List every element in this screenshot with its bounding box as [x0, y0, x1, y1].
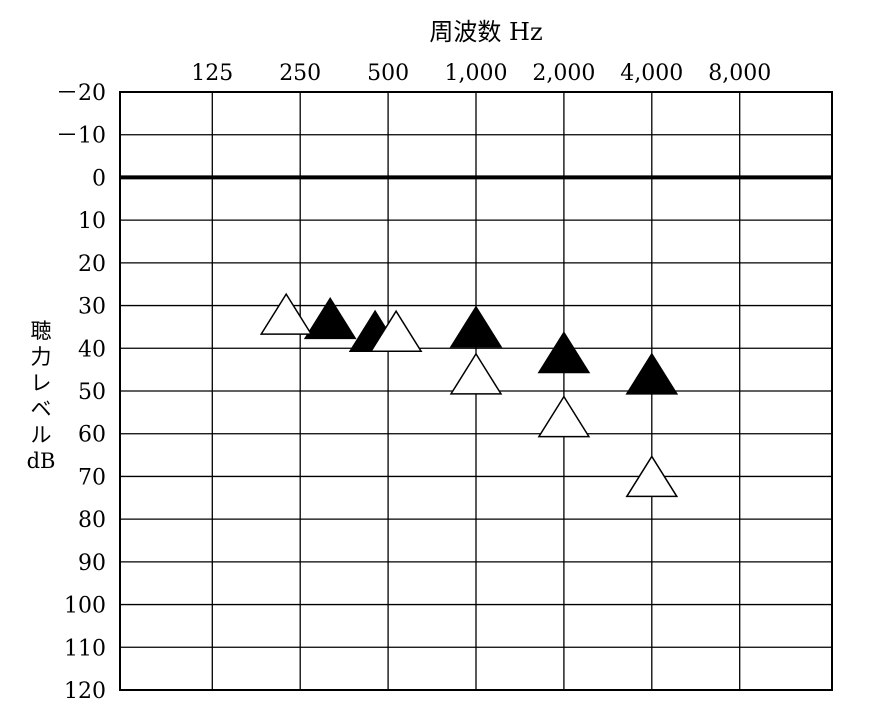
y-label-char: レ — [31, 371, 52, 395]
x-tick-label: 2,000 — [532, 61, 595, 86]
y-tick-label: 110 — [64, 636, 106, 661]
x-tick-labels: 125 250 500 1,000 2,000 4,000 8,000 — [191, 61, 771, 86]
y-tick-label: 50 — [78, 380, 106, 405]
y-tick-label: 60 — [78, 423, 106, 448]
x-tick-label: 8,000 — [708, 61, 771, 86]
open-triangle-marker — [259, 292, 313, 335]
x-tick-label: 4,000 — [620, 61, 683, 86]
y-tick-label: 0 — [92, 166, 106, 191]
y-tick-label: 30 — [78, 295, 106, 320]
y-label-char: ル — [31, 423, 52, 447]
plot-frame — [119, 91, 833, 691]
y-tick-label: 90 — [78, 551, 106, 576]
grid — [119, 91, 833, 691]
y-tick-label: 120 — [64, 679, 106, 704]
filled-triangle-marker — [625, 352, 679, 395]
y-tick-label: －20 — [56, 81, 106, 106]
x-tick-label: 500 — [367, 61, 409, 86]
y-tick-label: 20 — [78, 252, 106, 277]
open-triangle-marker — [449, 352, 503, 395]
y-tick-label: 10 — [78, 209, 106, 234]
chart-title: 周波数 Hz — [429, 18, 542, 46]
x-tick-label: 250 — [279, 61, 321, 86]
y-tick-label: 40 — [78, 337, 106, 362]
filled-triangle-marker — [449, 305, 503, 348]
y-tick-label: －10 — [56, 124, 106, 149]
y-label-char: ベ — [31, 397, 52, 421]
y-tick-label: 100 — [64, 594, 106, 619]
y-tick-labels: －20 －10 0 10 20 30 40 50 60 70 80 90 100 110 120 — [56, 81, 106, 704]
data-marks — [259, 292, 679, 498]
open-triangle-marker — [625, 455, 679, 498]
y-tick-label: 80 — [78, 508, 106, 533]
y-tick-label: 70 — [78, 465, 106, 490]
y-label-char: 聴 — [31, 319, 52, 343]
y-label-char: 力 — [31, 345, 52, 369]
x-tick-label: 1,000 — [445, 61, 508, 86]
y-label-char: dB — [27, 449, 56, 473]
open-triangle-marker — [369, 309, 423, 352]
filled-triangle-marker — [537, 331, 591, 374]
open-triangle-marker — [537, 395, 591, 438]
x-tick-label: 125 — [191, 61, 233, 86]
filled-triangle-marker — [303, 296, 357, 340]
